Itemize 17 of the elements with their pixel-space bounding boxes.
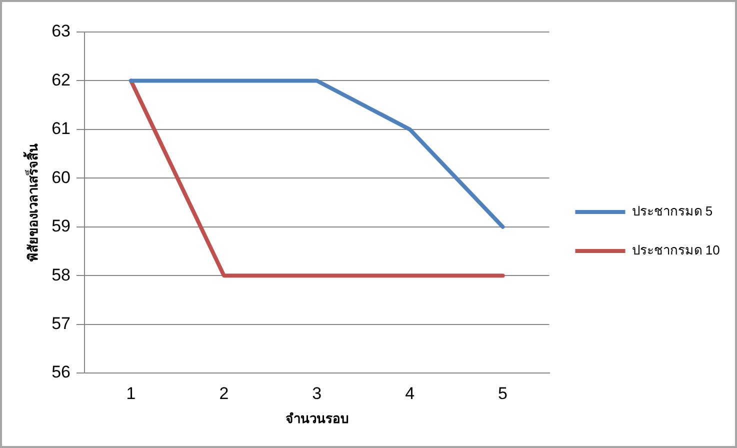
y-tick-label: 63 (52, 22, 71, 41)
x-tick-label: 4 (405, 384, 415, 403)
y-tick-label: 59 (52, 216, 71, 236)
y-axis-title: พิสัยของเวลาเสร็จสิ้น (22, 144, 40, 262)
x-tick-label: 3 (312, 384, 322, 403)
y-tick-label: 58 (52, 265, 71, 284)
x-tick-label: 2 (219, 384, 229, 403)
y-tick-label: 56 (52, 362, 71, 382)
x-tick-label: 1 (126, 384, 136, 403)
y-tick-label: 62 (52, 70, 71, 90)
legend-label: ประชากรมด 10 (632, 242, 720, 258)
legend-label: ประชากรมด 5 (632, 204, 713, 219)
x-axis-title: จำนวนรอบ (285, 410, 348, 426)
y-tick-label: 61 (52, 119, 71, 138)
y-tick-label: 57 (52, 314, 71, 333)
y-tick-label: 60 (52, 168, 71, 187)
x-tick-label: 5 (498, 384, 508, 403)
